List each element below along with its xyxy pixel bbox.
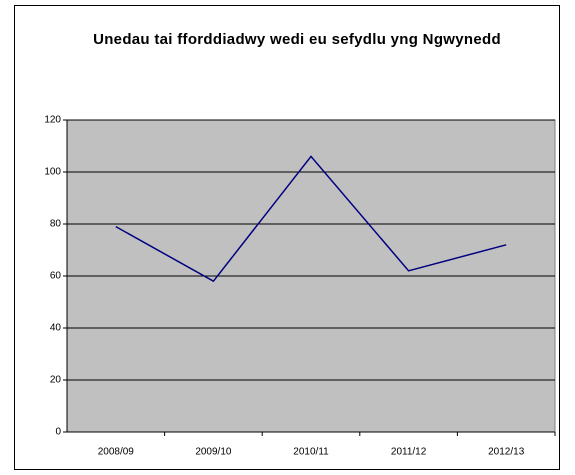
y-tick-label: 80 <box>50 219 62 230</box>
y-tick-label: 0 <box>55 427 61 438</box>
y-tick-label: 120 <box>44 115 61 126</box>
y-tick-label: 100 <box>44 167 61 178</box>
y-tick-label: 40 <box>50 323 62 334</box>
x-tick-label: 2009/10 <box>195 447 232 458</box>
y-tick-label: 20 <box>50 375 62 386</box>
x-tick-label: 2011/12 <box>391 447 427 458</box>
data-line <box>115 155 507 283</box>
x-tick-label: 2012/13 <box>488 447 525 458</box>
chart-title: Unedau tai fforddiadwy wedi eu sefydlu y… <box>93 31 501 48</box>
x-tick-label: 2008/09 <box>98 447 135 458</box>
y-tick-label: 60 <box>50 271 62 282</box>
x-tick-label: 2010/11 <box>293 447 329 458</box>
